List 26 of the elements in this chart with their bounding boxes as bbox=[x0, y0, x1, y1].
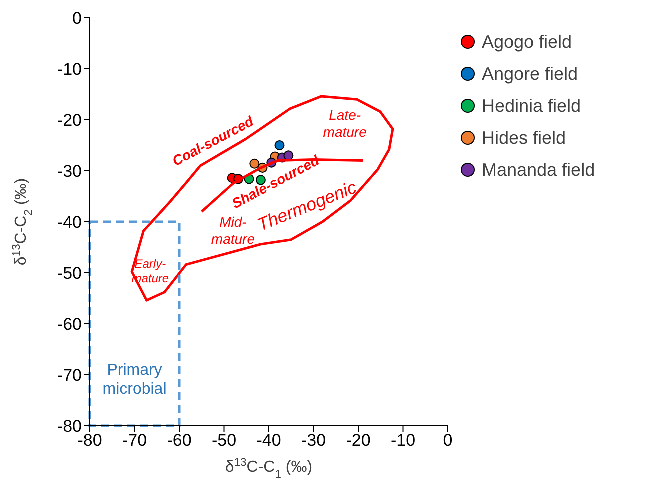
point bbox=[274, 140, 285, 151]
x-tick-label: -40 bbox=[256, 431, 282, 450]
annotation: Late- mature bbox=[323, 107, 368, 140]
legend-label: Mananda field bbox=[482, 160, 596, 180]
x-tick-label: -50 bbox=[212, 431, 237, 450]
legend-label: Angore field bbox=[482, 64, 578, 84]
x-tick-label: 0 bbox=[443, 431, 453, 450]
legend-label: Hedinia field bbox=[482, 96, 582, 116]
legend-label: Hides field bbox=[482, 128, 566, 148]
y-tick-label: -70 bbox=[57, 366, 82, 386]
x-tick-label: -60 bbox=[167, 431, 192, 450]
x-tick-label: -10 bbox=[390, 431, 416, 450]
annotation: Mid- mature bbox=[211, 214, 256, 247]
annotation: Primary microbial bbox=[102, 362, 167, 398]
y-tick-label: -60 bbox=[57, 315, 82, 334]
x-tick-label: -20 bbox=[346, 431, 371, 450]
y-tick-label: -20 bbox=[57, 111, 82, 130]
x-axis-title: δ$^{13}$C-C$_{1}$ (‰) bbox=[225, 457, 313, 481]
y-tick-label: -50 bbox=[57, 264, 82, 284]
legend-label: Agogo field bbox=[482, 32, 572, 52]
y-tick-label: -30 bbox=[57, 162, 82, 182]
x-tick-label: -30 bbox=[301, 431, 326, 450]
y-tick-label: -40 bbox=[57, 213, 82, 232]
x-tick-label: -70 bbox=[122, 431, 148, 450]
y-tick-label: -10 bbox=[57, 60, 82, 80]
y-tick-label: 0 bbox=[72, 9, 82, 28]
